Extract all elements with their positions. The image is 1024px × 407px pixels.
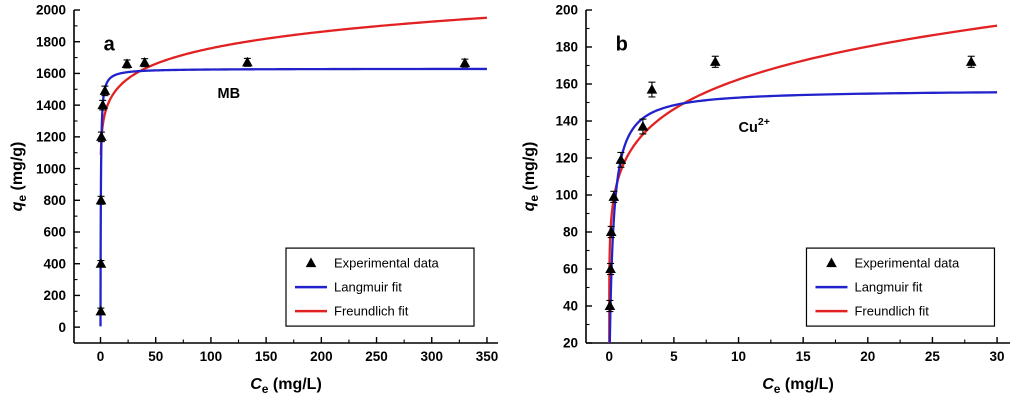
svg-text:Ce (mg/L): Ce (mg/L) (762, 376, 834, 396)
svg-text:120: 120 (555, 151, 578, 166)
svg-text:50: 50 (148, 349, 163, 364)
svg-text:qe (mg/g): qe (mg/g) (521, 142, 541, 212)
svg-text:5: 5 (670, 349, 678, 364)
svg-text:200: 200 (555, 3, 578, 18)
svg-text:20: 20 (860, 349, 875, 364)
svg-text:1600: 1600 (36, 66, 66, 81)
svg-text:0: 0 (58, 320, 66, 335)
svg-text:qe (mg/g): qe (mg/g) (9, 142, 29, 212)
svg-text:b: b (616, 33, 628, 55)
svg-text:Langmuir fit: Langmuir fit (854, 280, 922, 295)
svg-text:30: 30 (990, 349, 1005, 364)
svg-text:150: 150 (255, 349, 278, 364)
svg-text:MB: MB (218, 86, 241, 102)
svg-text:20: 20 (563, 336, 578, 351)
svg-text:350: 350 (476, 349, 499, 364)
svg-text:10: 10 (731, 349, 746, 364)
svg-text:1000: 1000 (36, 161, 66, 176)
panel-a: 0 50 100 150 200 250 300 350 0 200 400 600 800 1000 12… (9, 3, 499, 396)
svg-text:0: 0 (606, 349, 614, 364)
svg-text:1200: 1200 (36, 130, 66, 145)
svg-text:Experimental data: Experimental data (854, 256, 960, 271)
svg-text:250: 250 (365, 349, 388, 364)
svg-text:40: 40 (563, 299, 578, 314)
svg-text:1800: 1800 (36, 34, 66, 49)
svg-text:2000: 2000 (36, 3, 66, 18)
svg-text:Cu2+: Cu2+ (739, 116, 770, 136)
svg-text:300: 300 (420, 349, 443, 364)
svg-text:400: 400 (43, 256, 66, 271)
svg-text:140: 140 (555, 114, 578, 129)
svg-text:100: 100 (200, 349, 223, 364)
panel-b: 0 5 10 15 20 25 30 20 40 60 80 100 120 140 160 180 200 b C… (512, 0, 1024, 407)
svg-text:160: 160 (555, 77, 578, 92)
svg-text:a: a (104, 33, 116, 55)
chart-a: 0 50 100 150 200 250 300 350 0 200 400 600 800 1000 12… (9, 3, 499, 396)
svg-text:Freundlich fit: Freundlich fit (334, 304, 409, 319)
svg-text:Ce (mg/L): Ce (mg/L) (250, 376, 322, 396)
svg-text:60: 60 (563, 262, 578, 277)
svg-text:800: 800 (43, 193, 66, 208)
chart-b: 0 5 10 15 20 25 30 20 40 60 80 100 120 140 160 180 200 b C… (521, 3, 1010, 396)
svg-text:15: 15 (796, 349, 812, 364)
svg-text:100: 100 (555, 188, 578, 203)
svg-text:25: 25 (925, 349, 941, 364)
svg-text:180: 180 (555, 40, 578, 55)
svg-text:Experimental data: Experimental data (334, 256, 440, 271)
svg-text:Freundlich fit: Freundlich fit (854, 304, 929, 319)
svg-text:200: 200 (310, 349, 333, 364)
svg-text:0: 0 (97, 349, 105, 364)
svg-text:600: 600 (43, 225, 66, 240)
svg-text:200: 200 (43, 288, 66, 303)
svg-text:1400: 1400 (36, 98, 66, 113)
svg-text:Langmuir fit: Langmuir fit (334, 280, 402, 295)
svg-text:80: 80 (563, 225, 578, 240)
